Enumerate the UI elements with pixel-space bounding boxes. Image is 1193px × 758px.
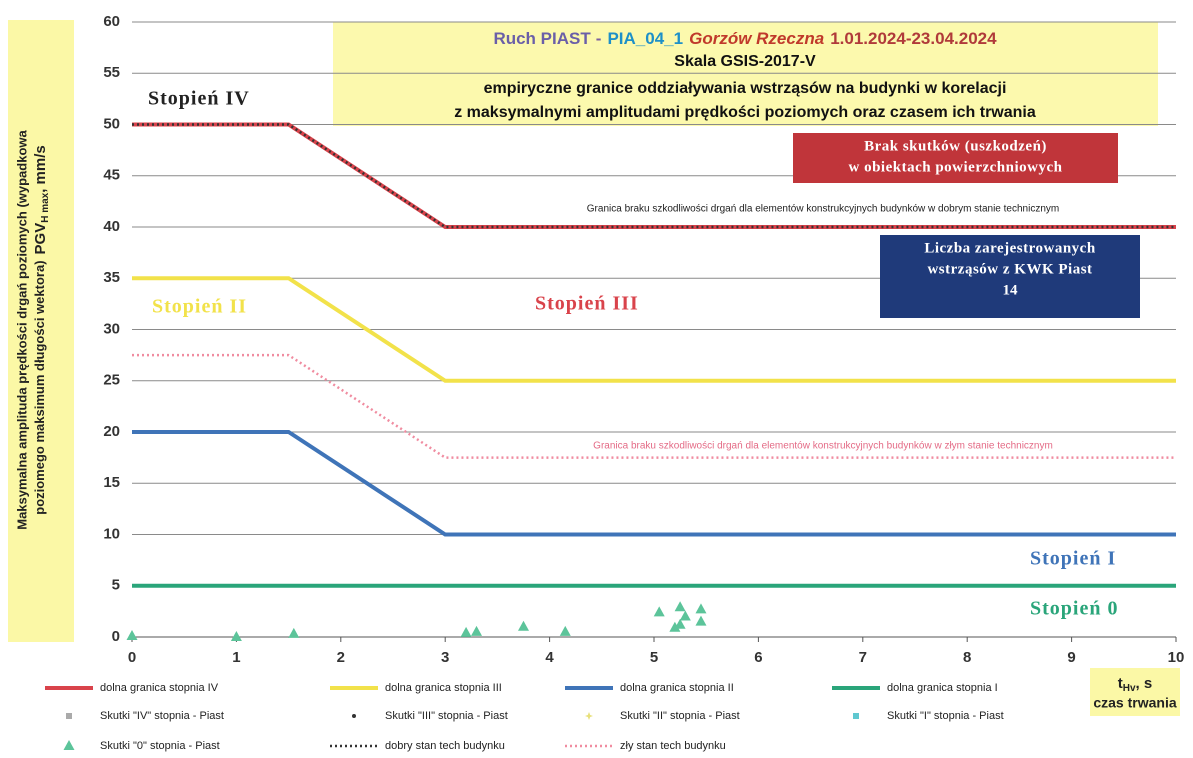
zone-label: Stopień IV [148, 88, 250, 110]
series-line [132, 276, 1176, 383]
scale-title: Skala GSIS-2017-V [674, 53, 816, 70]
y-tick-label: 60 [103, 13, 120, 30]
subtitle: z maksymalnymi amplitudami prędkości poz… [454, 104, 1036, 121]
x-tick-label: 5 [650, 649, 658, 666]
info-box-line: wstrząsów z KWK Piast [927, 261, 1092, 277]
y-label-line: Maksymalna amplituda prędkości drgań poz… [14, 129, 29, 529]
zone-label: Stopień II [152, 296, 247, 318]
info-box-line: Liczba zarejestrowanych [924, 240, 1095, 256]
y-tick-label: 40 [103, 218, 120, 235]
x-tick-label: 6 [754, 649, 762, 666]
x-label-box [1090, 668, 1180, 716]
marker-triangle [126, 629, 138, 640]
title-part: 1.01.2024-23.04.2024 [830, 29, 997, 48]
title-box [333, 22, 1158, 126]
y-label-sub: H max [40, 192, 51, 222]
subtitle: empiryczne granice oddziaływania wstrząs… [484, 80, 1007, 97]
marker-triangle [679, 610, 691, 621]
zone-label: Stopień 0 [1030, 598, 1118, 620]
chart-title: Ruch PIAST - PIA_04_1 Gorzów Rzeczna 1.01.20… [493, 29, 997, 48]
x-tick-label: 10 [1168, 649, 1185, 666]
x-label-line: czas trwania [1093, 695, 1176, 711]
title-part: Gorzów Rzeczna [689, 29, 824, 48]
marker-triangle [230, 631, 242, 641]
y-tick-label: 5 [112, 577, 120, 594]
x-tick-label: 9 [1067, 649, 1075, 666]
y-tick-label: 20 [103, 423, 120, 440]
marker-triangle [518, 620, 529, 631]
x-tick-label: 1 [232, 649, 240, 666]
legend-label: Skutki "III" stopnia - Piast [385, 710, 508, 722]
legend-label: Skutki "IV" stopnia - Piast [100, 710, 224, 722]
x-label: tHv, s [1118, 675, 1152, 694]
y-label-unit: PGV [32, 223, 49, 255]
marker-triangle [674, 618, 686, 629]
title-part: PIA_04_1 [607, 29, 683, 48]
y-label: Maksymalna amplituda prędkości drgań poz… [14, 129, 50, 529]
line-note: Granica braku szkodliwości drgań dla ele… [593, 441, 1053, 452]
legend-label: zły stan tech budynku [620, 740, 726, 752]
y-tick-label: 25 [103, 372, 120, 389]
info-box [793, 133, 1118, 183]
y-label-tail: , mm/s [32, 145, 49, 193]
x-label-sub: Hv [1123, 683, 1136, 694]
series-line [132, 430, 1176, 537]
y-tick-label: 10 [103, 525, 120, 542]
x-label-main: t [1118, 675, 1123, 692]
legend-label: dolna granica stopnia III [385, 682, 502, 694]
zone-label: Stopień III [535, 293, 639, 315]
y-tick-label: 55 [103, 64, 120, 81]
marker-triangle [669, 621, 681, 632]
y-tick-label: 50 [103, 115, 120, 132]
y-tick-label: 30 [103, 320, 120, 337]
x-label-tail: , s [1136, 675, 1153, 692]
y-tick-label: 15 [103, 474, 120, 491]
info-box [880, 235, 1140, 318]
x-tick-label: 3 [441, 649, 449, 666]
x-tick-label: 8 [963, 649, 971, 666]
marker-triangle [460, 626, 472, 637]
y-tick-label: 35 [103, 269, 120, 286]
y-tick-label: 0 [112, 628, 120, 645]
marker-triangle [288, 627, 300, 638]
x-tick-label: 7 [859, 649, 867, 666]
x-tick-label: 4 [545, 649, 554, 666]
legend-label: dolna granica stopnia I [887, 682, 998, 694]
y-label-box [8, 20, 74, 642]
line-note: Granica braku szkodliwości drgań dla ele… [587, 204, 1059, 215]
marker-triangle [653, 606, 665, 617]
dotted-line [132, 353, 1176, 459]
title-part: - [596, 29, 602, 48]
legend-label: Skutki "I" stopnia - Piast [887, 710, 1004, 722]
marker-triangle [695, 603, 707, 614]
marker-square [853, 713, 859, 719]
marker-triangle [695, 615, 707, 626]
info-box-line: w obiektach powierzchniowych [849, 159, 1063, 175]
marker-triangle [63, 740, 75, 750]
legend-label: dolna granica stopnia IV [100, 682, 219, 694]
x-tick-label: 2 [337, 649, 345, 666]
legend-label: Skutki "0" stopnia - Piast [100, 740, 220, 752]
x-tick-label: 0 [128, 649, 136, 666]
info-box-count: 14 [1003, 282, 1019, 298]
y-tick-label: 45 [103, 167, 120, 184]
marker-square [66, 713, 72, 719]
legend-label: dobry stan tech budynku [385, 740, 505, 752]
y-label-line: poziomego maksimum długości wektora) PGVH… [32, 145, 51, 515]
marker-triangle [559, 625, 571, 636]
info-box-line: Brak skutków (uszkodzeń) [864, 138, 1047, 154]
marker-star [585, 712, 593, 720]
dotted-line [132, 123, 1176, 229]
title-part: Ruch PIAST [493, 29, 591, 48]
marker-dot [352, 714, 356, 718]
y-label-part: poziomego maksimum długości wektora) [32, 260, 47, 514]
marker-triangle [471, 625, 483, 636]
legend-label: dolna granica stopnia II [620, 682, 734, 694]
marker-triangle [674, 601, 686, 612]
zone-label: Stopień I [1030, 548, 1116, 570]
legend-label: Skutki "II" stopnia - Piast [620, 710, 740, 722]
